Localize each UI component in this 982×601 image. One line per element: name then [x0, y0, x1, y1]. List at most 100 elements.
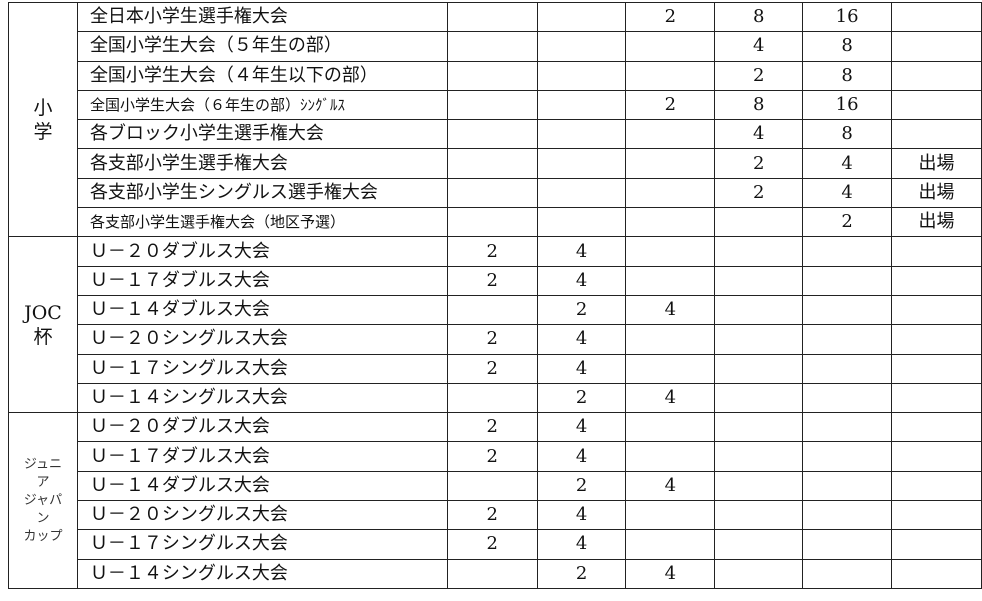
value-cell [625, 207, 716, 238]
value-cell [446, 119, 538, 150]
value-cell [714, 382, 804, 414]
value-cell [891, 353, 982, 384]
value-cell [891, 529, 982, 560]
value-cell [891, 441, 982, 472]
value-cell [446, 1, 538, 33]
value-cell [802, 236, 893, 267]
value-cell [625, 353, 716, 384]
value-cell [891, 236, 982, 267]
value-cell [536, 207, 627, 238]
value-cell [446, 470, 538, 502]
value-cell [891, 265, 982, 296]
value-cell [714, 412, 804, 443]
table-row: Ｕ－１４ダブルス大会 2 4 [9, 470, 982, 502]
value-cell: 出場 [891, 207, 982, 238]
value-cell [891, 500, 982, 531]
value-cell: 2 [536, 382, 627, 414]
table-row: Ｕ－１７シングルス大会 2 4 [9, 529, 982, 560]
table-row: Ｕ－１４シングルス大会 2 4 [9, 382, 982, 414]
table-row: Ｕ－２０シングルス大会 2 4 [9, 500, 982, 531]
value-cell [536, 148, 627, 179]
table-row: ジュニ ア ジャパ ン カップ Ｕ－２０ダブルス大会 2 4 [8, 412, 982, 589]
value-cell: 2 [446, 236, 538, 267]
tournament-name: 全国小学生大会（５年生の部） [76, 31, 448, 62]
table-row: 各支部小学生選手権大会 2 4 出場 [9, 148, 982, 179]
value-cell: 4 [536, 324, 627, 355]
value-cell [536, 1, 627, 33]
value-cell [536, 89, 627, 121]
value-cell: 8 [802, 31, 893, 62]
tournament-name: Ｕ－１７シングルス大会 [76, 353, 448, 384]
value-cell: 2 [446, 441, 538, 472]
table-row: Ｕ－１７シングルス大会 2 4 [9, 353, 982, 384]
table-row: 全国小学生大会（６年生の部）ｼﾝｸﾞﾙｽ 2 8 16 [9, 89, 982, 121]
table-row: Ｕ－１４シングルス大会 2 4 [9, 558, 982, 589]
tournament-name: 全日本小学生選手権大会 [76, 1, 448, 33]
table-row: JOC 杯 Ｕ－２０ダブルス大会 2 4 [8, 236, 982, 414]
value-cell [891, 324, 982, 355]
value-cell [802, 353, 893, 384]
table-row: 各支部小学生選手権大会（地区予選） 2 出場 [9, 207, 982, 238]
value-cell [802, 470, 893, 502]
value-cell: 4 [625, 294, 716, 326]
table-row: 全国小学生大会（４年生以下の部） 2 8 [9, 60, 982, 91]
value-cell [714, 207, 804, 238]
value-cell: 2 [446, 265, 538, 296]
value-cell [446, 558, 538, 589]
value-cell [891, 412, 982, 443]
value-cell: 4 [625, 470, 716, 502]
table-row: 各ブロック小学生選手権大会 4 8 [9, 119, 982, 150]
value-cell [802, 324, 893, 355]
value-cell: 4 [625, 382, 716, 414]
value-cell [625, 500, 716, 531]
value-cell [625, 324, 716, 355]
value-cell [536, 177, 627, 209]
value-cell [891, 470, 982, 502]
value-cell: 8 [714, 89, 804, 121]
value-cell [625, 148, 716, 179]
value-cell: 2 [714, 177, 804, 209]
tournament-name: 各支部小学生シングルス選手権大会 [76, 177, 448, 209]
value-cell [446, 207, 538, 238]
value-cell [625, 60, 716, 91]
value-cell [536, 119, 627, 150]
value-cell: 2 [446, 529, 538, 560]
tournament-name: Ｕ－１４シングルス大会 [76, 382, 448, 414]
value-cell [802, 412, 893, 443]
value-cell [625, 236, 716, 267]
value-cell [625, 119, 716, 150]
table-row: Ｕ－２０シングルス大会 2 4 [9, 324, 982, 355]
table-row: Ｕ－１７ダブルス大会 2 4 [9, 265, 982, 296]
value-cell [802, 294, 893, 326]
value-cell: 16 [802, 1, 893, 33]
value-cell [891, 119, 982, 150]
value-cell [446, 60, 538, 91]
category-cell: ジュニ ア ジャパ ン カップ [8, 412, 78, 589]
value-cell [714, 529, 804, 560]
category-cell: 小 学 [8, 1, 78, 238]
value-cell: 2 [446, 412, 538, 443]
value-cell [446, 382, 538, 414]
value-cell: 2 [625, 89, 716, 121]
value-cell [891, 558, 982, 589]
value-cell: 4 [536, 412, 627, 443]
value-cell: 4 [536, 441, 627, 472]
value-cell [625, 31, 716, 62]
tournament-name: 各支部小学生選手権大会（地区予選） [76, 207, 448, 238]
value-cell: 2 [536, 470, 627, 502]
tournament-name: 各ブロック小学生選手権大会 [76, 119, 448, 150]
value-cell [802, 441, 893, 472]
value-cell: 4 [536, 529, 627, 560]
tournament-name: Ｕ－２０ダブルス大会 [76, 412, 448, 443]
value-cell: 4 [536, 500, 627, 531]
value-cell: 2 [536, 294, 627, 326]
table-row: Ｕ－１７ダブルス大会 2 4 [9, 441, 982, 472]
value-cell [714, 441, 804, 472]
value-cell: 4 [802, 177, 893, 209]
value-cell [714, 294, 804, 326]
value-cell [714, 500, 804, 531]
value-cell [802, 500, 893, 531]
table-row: 小 学全日本小学生選手権大会 2 8 16 [8, 1, 982, 238]
value-cell: 2 [802, 207, 893, 238]
value-cell [891, 60, 982, 91]
